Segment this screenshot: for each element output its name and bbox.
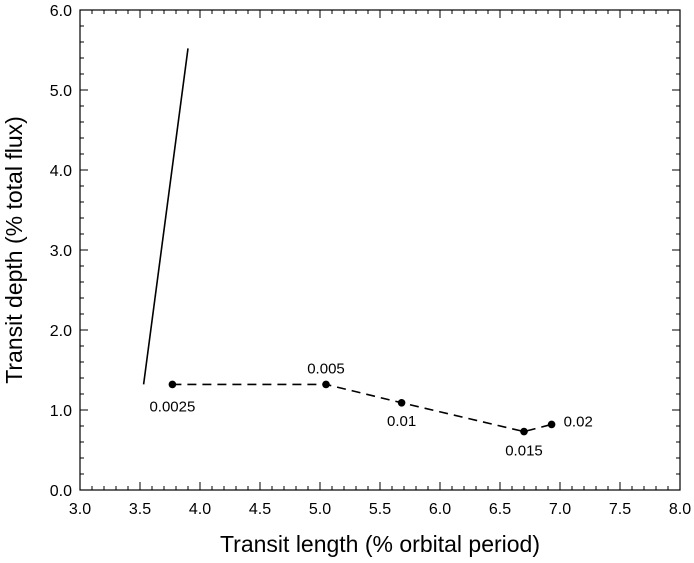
series-1-point: [520, 427, 528, 436]
y-tick-label: 1.0: [50, 403, 72, 420]
y-tick-label: 6.0: [50, 3, 72, 20]
y-tick-label: 4.0: [50, 163, 72, 180]
series-1-point: [168, 380, 177, 389]
x-tick-label: 6.0: [429, 501, 451, 518]
y-tick-label: 3.0: [50, 243, 72, 260]
x-tick-label: 3.0: [69, 501, 91, 518]
series-1-point: [547, 420, 556, 429]
point-label: 0.015: [505, 443, 543, 460]
x-tick-label: 3.5: [129, 501, 151, 518]
point-label: 0.0025: [149, 398, 195, 415]
ticks-layer: 3.0 3.5 4.0 4.5 5.0 5.5 6.0 6.5 7.0 7.5 8.0 0.0 1.0 2…: [50, 3, 691, 518]
series-1-point: [397, 399, 406, 407]
point-label: 0.005: [307, 360, 345, 377]
y-tick-label: 5.0: [50, 83, 72, 100]
series-1-line: [172, 383, 552, 433]
x-axis-title: Transit length (% orbital period): [220, 531, 540, 557]
point-label: 0.02: [564, 413, 593, 430]
x-tick-label: 4.5: [249, 501, 271, 518]
x-tick-label: 5.0: [309, 501, 331, 518]
x-tick-label: 4.0: [189, 501, 211, 518]
x-tick-label: 8.0: [669, 501, 691, 518]
y-tick-label: 0.0: [50, 483, 72, 500]
x-tick-label: 6.5: [489, 501, 511, 518]
plot-frame: [79, 9, 681, 491]
y-tick-label: 2.0: [50, 323, 72, 340]
x-tick-label: 7.0: [549, 501, 571, 518]
point-label: 0.01: [387, 413, 416, 430]
series-0-line: [142, 48, 189, 385]
x-tick-label: 7.5: [609, 501, 631, 518]
x-tick-label: 5.5: [369, 501, 391, 518]
series-1-point: [322, 380, 330, 389]
y-axis-title: Transit depth (% total flux): [1, 116, 27, 384]
series-layer: 0.0025 0.005 0.01 0.015 0.02: [142, 48, 593, 460]
